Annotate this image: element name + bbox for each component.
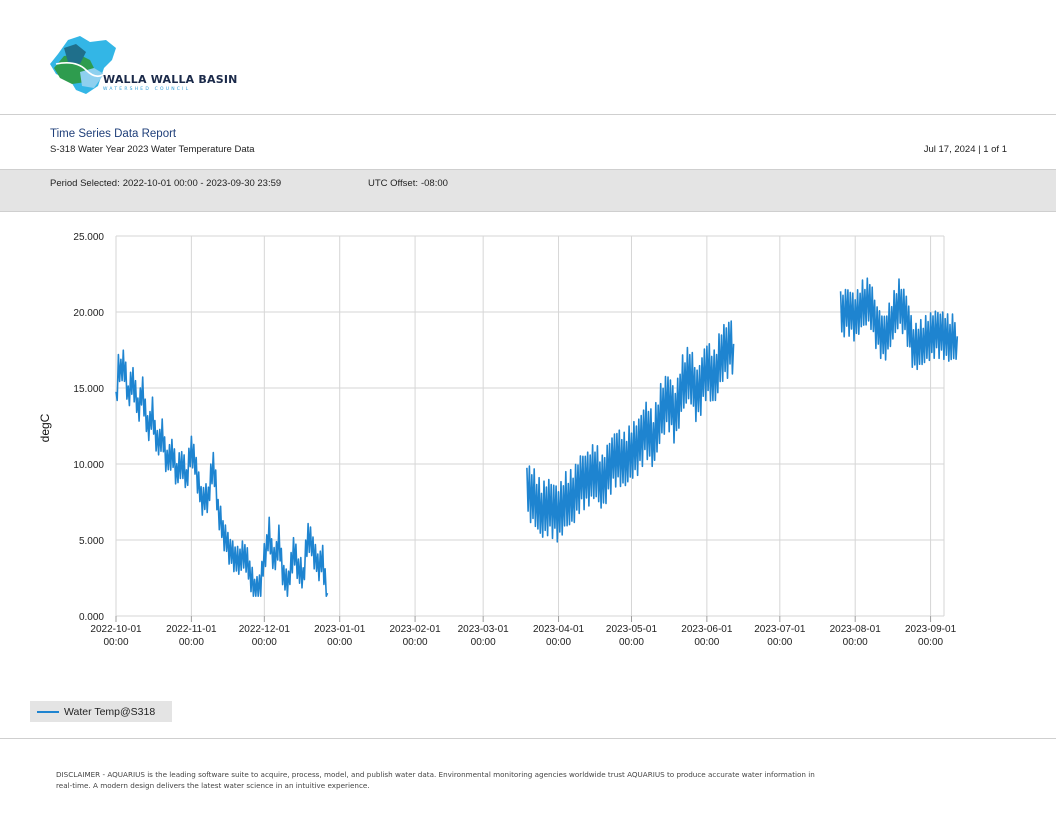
x-tick-label-date: 2023-04-01 [533, 624, 585, 635]
header-divider [0, 114, 1056, 115]
x-tick-label-date: 2022-11-01 [166, 624, 217, 635]
walla-walla-basin-logo [50, 36, 116, 94]
x-tick-label-date: 2023-02-01 [390, 624, 442, 635]
x-tick-label-time: 00:00 [179, 637, 204, 648]
x-tick-label-time: 00:00 [471, 637, 496, 648]
series-line-segment [526, 320, 735, 543]
x-tick-label-time: 00:00 [619, 637, 644, 648]
period-selected-value: 2022-10-01 00:00 - 2023-09-30 23:59 [122, 178, 282, 189]
x-tick-label-time: 00:00 [103, 637, 128, 648]
utc-offset: UTC Offset: -08:00 [368, 178, 448, 189]
report-title: Time Series Data Report [50, 128, 177, 140]
logo-name: WALLA WALLA BASIN [103, 73, 238, 86]
x-tick-label-date: 2023-09-01 [905, 624, 957, 635]
legend-series-label: Water Temp@S318 [64, 705, 156, 718]
utc-offset-value: -08:00 [420, 178, 448, 189]
y-axis-ticks: 0.000 5.000 10.000 15.000 20.000 25.000 [73, 232, 104, 623]
period-band: Period Selected: 2022-10-01 00:00 - 2023-… [0, 169, 1056, 212]
x-tick-label-date: 2022-10-01 [90, 624, 142, 635]
y-tick-label: 20.000 [73, 308, 104, 319]
water-temp-chart: 0.000 5.000 10.000 15.000 20.000 25.000 2022-… [38, 232, 959, 648]
y-tick-label: 0.000 [79, 612, 104, 623]
y-axis-label: degC [38, 413, 52, 442]
y-tick-label: 25.000 [73, 232, 104, 243]
y-tick-label: 15.000 [73, 384, 104, 395]
y-tick-label: 5.000 [79, 536, 104, 547]
x-tick-label-time: 00:00 [843, 637, 868, 648]
x-axis-ticks: 2022-10-01 00:00 2022-11-01 00:00 2022-12-01… [90, 624, 956, 648]
logo-basin-shape-light [80, 68, 104, 88]
x-tick-label-time: 00:00 [403, 637, 428, 648]
chart-series [115, 277, 959, 598]
disclaimer-text: DISCLAIMER - AQUARIUS is the leading sof… [56, 770, 815, 790]
footer-divider [0, 738, 1056, 739]
legend-series-line [37, 710, 59, 713]
report-subtitle: S-318 Water Year 2023 Water Temperature … [50, 144, 255, 155]
period-selected: Period Selected: 2022-10-01 00:00 - 2023-… [50, 178, 281, 189]
x-tick-label-date: 2023-06-01 [681, 624, 733, 635]
series-line-segment [115, 349, 329, 598]
x-tick-label-time: 00:00 [327, 637, 352, 648]
period-selected-label: Period Selected: [50, 178, 120, 189]
x-tick-label-time: 00:00 [252, 637, 277, 648]
x-tick-label-time: 00:00 [546, 637, 571, 648]
x-tick-label-date: 2023-08-01 [830, 624, 882, 635]
x-tick-label-date: 2023-05-01 [606, 624, 658, 635]
chart-legend: Water Temp@S318 [30, 701, 172, 722]
chart-grid [115, 235, 945, 622]
series-line-segment [839, 277, 959, 371]
x-tick-label-date: 2023-07-01 [754, 624, 806, 635]
x-tick-label-time: 00:00 [918, 637, 943, 648]
logo-basin-shape-dark [64, 44, 86, 64]
report-date-page: Jul 17, 2024 | 1 of 1 [923, 144, 1007, 155]
x-tick-label-time: 00:00 [767, 637, 792, 648]
x-tick-label-date: 2023-03-01 [458, 624, 510, 635]
logo-river-line [55, 62, 105, 78]
y-tick-label: 10.000 [73, 460, 104, 471]
x-tick-label-date: 2023-01-01 [314, 624, 366, 635]
x-tick-label-time: 00:00 [694, 637, 719, 648]
logo-subname: WATERSHED COUNCIL [103, 87, 191, 92]
x-tick-label-date: 2022-12-01 [239, 624, 291, 635]
utc-offset-label: UTC Offset: [368, 178, 418, 189]
